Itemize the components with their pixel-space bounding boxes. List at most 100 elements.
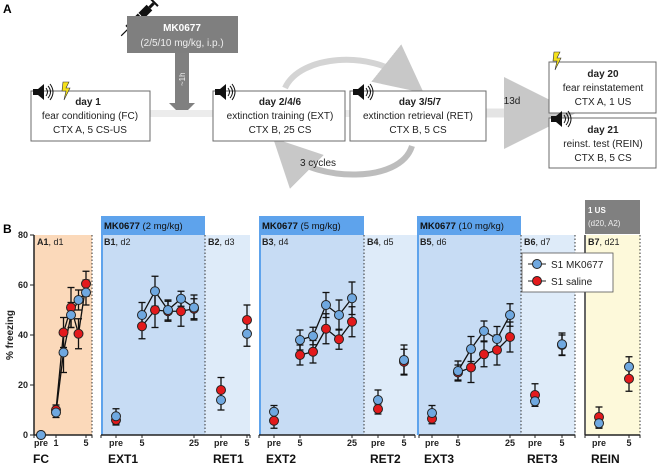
data-point-mk0677 — [594, 418, 604, 429]
box-day20: day 20 fear reinstatement CTX A, 1 US — [548, 61, 657, 114]
panel-id: B5 — [420, 237, 432, 247]
data-point-mk0677 — [466, 344, 476, 354]
panel-label: B2, d3 — [208, 237, 235, 247]
data-point-mk0677 — [453, 366, 463, 376]
header-detail: (d20, A2) — [588, 219, 621, 228]
box-day: day 2/4/6 — [259, 97, 302, 108]
panel-id: B6 — [524, 237, 536, 247]
x-tick-label: pre — [592, 438, 606, 448]
box-phase: fear conditioning (FC) — [42, 111, 138, 122]
box-day: day 20 — [587, 69, 619, 80]
data-point-saline — [137, 321, 147, 332]
data-point-mk0677 — [137, 310, 147, 320]
x-tick-label: 1 — [53, 438, 58, 448]
data-point-mk0677 — [399, 355, 409, 365]
drug-dose: (2/5/10 mg/kg, i.p.) — [140, 38, 223, 49]
group-label-rein: REIN — [591, 452, 620, 466]
legend-label-saline: S1 saline — [551, 277, 593, 288]
x-tick-label: 25 — [505, 438, 515, 448]
connector — [345, 110, 350, 117]
panel-label: B6, d7 — [524, 237, 551, 247]
box-detail: CTX A, 5 CS-US — [53, 125, 127, 136]
data-point-mk0677 — [347, 293, 357, 304]
panel-day: , d5 — [379, 237, 394, 247]
legend: S1 MK0677 S1 saline — [521, 252, 614, 293]
panel-background — [101, 235, 205, 435]
delay-label: ~1h — [178, 72, 187, 86]
data-point-mk0677 — [150, 286, 160, 297]
data-point-saline — [150, 305, 160, 315]
header-dose: MK0677 (2 mg/kg) — [104, 221, 183, 232]
data-point-mk0677 — [81, 287, 91, 298]
data-point-saline — [176, 306, 186, 317]
group-label-fc: FC — [33, 452, 49, 466]
panel-label: B1, d2 — [104, 237, 131, 247]
panel-day: , d2 — [116, 237, 131, 247]
data-point-saline — [216, 385, 226, 395]
data-point-mk0677 — [189, 302, 199, 313]
data-point-saline — [347, 316, 357, 327]
data-point-saline — [58, 327, 69, 338]
data-point-saline — [295, 350, 305, 360]
speaker-icon — [33, 83, 54, 101]
y-tick-label: 0 — [23, 430, 28, 440]
data-point-saline — [321, 323, 331, 334]
data-point-mk0677 — [73, 295, 84, 305]
header-detail: (5 mg/kg) — [298, 221, 341, 232]
box-day: day 3/5/7 — [399, 97, 442, 108]
group-label-ext2: EXT2 — [266, 452, 296, 466]
panel-day: , d7 — [536, 237, 551, 247]
connector — [150, 110, 213, 117]
data-point-mk0677 — [321, 300, 331, 310]
panel-label-a: A — [3, 2, 12, 16]
data-point-mk0677 — [163, 305, 173, 315]
data-point-mk0677 — [334, 310, 344, 320]
data-point-mk0677 — [492, 334, 502, 344]
data-point-mk0677 — [58, 347, 69, 358]
lightning-icon — [61, 81, 71, 101]
header-bold: 1 US — [588, 206, 606, 215]
panel-id: B7 — [588, 237, 600, 247]
panel-background — [417, 235, 521, 435]
y-tick-label: 20 — [18, 380, 28, 390]
data-point-mk0677 — [505, 310, 515, 320]
data-point-mk0677 — [176, 293, 186, 304]
data-point-mk0677 — [624, 361, 634, 372]
data-point-saline — [492, 345, 502, 355]
box-day246: day 2/4/6 extinction training (EXT) CTX … — [212, 90, 346, 142]
x-tick-label: pre — [214, 438, 228, 448]
delay-arrow: ~1h — [169, 53, 195, 116]
box-phase: reinst. test (REIN) — [563, 139, 642, 150]
speaker-icon — [353, 83, 374, 101]
x-tick-label: pre — [371, 438, 385, 448]
x-tick-label: 5 — [626, 438, 631, 448]
box-detail: CTX B, 5 CS — [389, 125, 447, 136]
x-tick-label: 5 — [455, 438, 460, 448]
data-point-saline — [373, 404, 383, 414]
data-point-saline — [242, 315, 252, 325]
drug-title: MK0677 — [163, 23, 201, 34]
header-box-reinstatement — [585, 200, 640, 234]
data-point-mk0677 — [373, 395, 383, 405]
data-point-saline — [479, 349, 489, 360]
header-box-dose — [417, 216, 521, 235]
x-tick-label: pre — [109, 438, 123, 448]
y-axis-label: % freezing — [5, 310, 16, 360]
x-tick-label: 5 — [244, 438, 249, 448]
data-point-saline — [73, 328, 84, 339]
cycles-label: 3 cycles — [300, 158, 336, 169]
data-point-mk0677 — [51, 407, 61, 418]
data-point-mk0677 — [242, 328, 252, 339]
header-bold: MK0677 — [104, 221, 140, 232]
data-point-mk0677 — [66, 310, 76, 320]
panel-day: , d4 — [274, 237, 289, 247]
panel-label: B5, d6 — [420, 237, 447, 247]
data-point-mk0677 — [557, 339, 567, 350]
data-point-saline — [308, 346, 318, 357]
x-tick-label: pre — [34, 438, 48, 448]
panel-label: A1, d1 — [37, 237, 64, 247]
box-phase: extinction training (EXT) — [227, 111, 334, 122]
data-point-saline — [624, 373, 634, 384]
drug-box: MK0677 (2/5/10 mg/kg, i.p.) — [127, 16, 238, 53]
